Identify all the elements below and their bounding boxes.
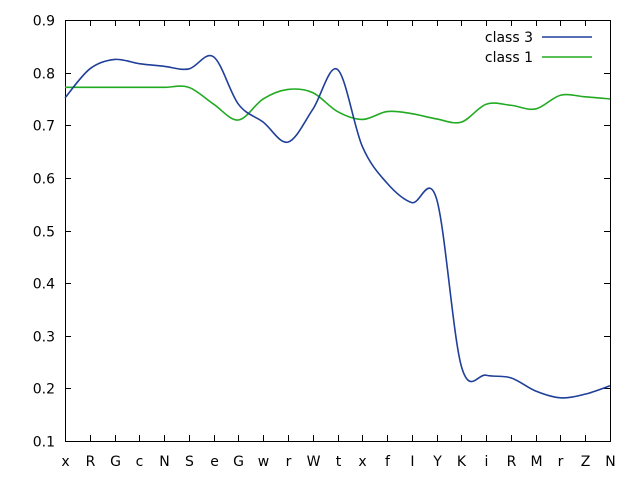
x-tick-label: r (286, 454, 292, 470)
x-tick-label: W (307, 454, 321, 470)
x-tick-label: R (86, 454, 96, 470)
x-tick-label: R (507, 454, 517, 470)
x-tick-label: N (159, 454, 169, 470)
x-tick-label: G (233, 454, 244, 470)
x-tick-label: Z (581, 454, 591, 470)
y-tick-label: 0.9 (33, 14, 55, 30)
y-tick-label: 0.2 (33, 382, 55, 398)
x-tick-label: r (558, 454, 564, 470)
y-tick-label: 0.6 (33, 172, 55, 188)
y-tick-label: 0.7 (33, 119, 55, 135)
legend-label-class-1: class 1 (485, 50, 533, 66)
x-tick-label: x (61, 454, 69, 470)
y-tick-label: 0.5 (33, 225, 55, 241)
plot-border (65, 20, 611, 442)
x-tick-label: I (410, 454, 414, 470)
y-tick-label: 0.4 (33, 277, 55, 293)
x-tick-label: w (258, 454, 269, 470)
x-tick-label: K (457, 454, 467, 470)
plot-frame (65, 20, 611, 442)
legend: class 3 class 1 (485, 30, 592, 66)
y-axis: 0.1 0.2 0.3 0.4 0.5 0.6 0.7 0.8 0.9 (33, 14, 610, 451)
x-tick-label: M (530, 454, 542, 470)
x-tick-label: S (185, 454, 194, 470)
x-tick-label: e (210, 454, 219, 470)
series-layer (64, 54, 611, 399)
x-tick-label: Y (432, 454, 442, 470)
series-line-class-1 (64, 85, 611, 124)
x-tick-label: c (136, 454, 144, 470)
x-tick-label: x (358, 454, 366, 470)
y-tick-label: 0.8 (33, 67, 55, 83)
legend-label-class-3: class 3 (485, 30, 533, 46)
series-line-class-3 (64, 54, 611, 399)
x-tick-label: N (605, 454, 615, 470)
x-tick-label: G (110, 454, 121, 470)
x-tick-label: i (485, 454, 489, 470)
y-tick-label: 0.1 (33, 435, 55, 451)
x-tick-label: t (336, 454, 342, 470)
y-tick-label: 0.3 (33, 330, 55, 346)
x-tick-label: f (385, 454, 391, 470)
